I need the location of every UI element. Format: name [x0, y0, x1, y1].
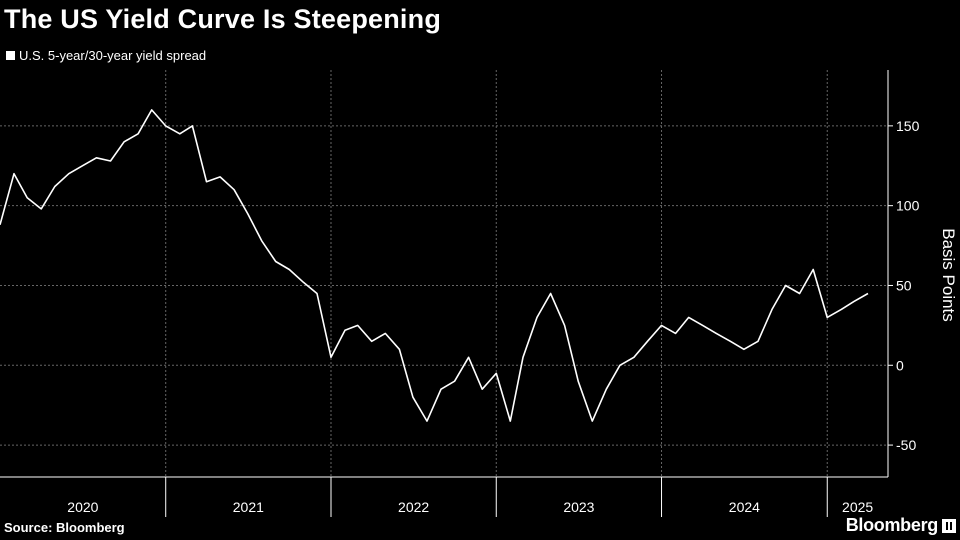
- legend: U.S. 5-year/30-year yield spread: [6, 48, 206, 63]
- series-line: [0, 109, 869, 422]
- x-tick-label: 2022: [398, 499, 429, 515]
- source-note: Source: Bloomberg: [4, 520, 125, 535]
- legend-swatch: [6, 51, 15, 60]
- y-tick-label: 100: [896, 198, 920, 214]
- y-tick-label: -50: [896, 437, 916, 453]
- chart-title: The US Yield Curve Is Steepening: [4, 4, 442, 34]
- brand-logo: Bloomberg: [846, 515, 956, 536]
- brand-name: Bloomberg: [845, 515, 939, 535]
- y-axis: 150 100 50 0 -50: [887, 70, 920, 477]
- x-tick-label: 2020: [67, 499, 98, 515]
- x-tick-label: 2023: [563, 499, 594, 515]
- y-tick-label: 0: [896, 357, 904, 373]
- x-tick-label: 2025: [842, 499, 873, 515]
- x-axis: 2020 2021 2022 2023 2024 2025: [0, 476, 888, 517]
- gridlines: [0, 70, 888, 477]
- bloomberg-icon: [942, 518, 956, 533]
- legend-label: U.S. 5-year/30-year yield spread: [19, 48, 207, 63]
- x-tick-label: 2021: [233, 499, 264, 515]
- y-tick-label: 150: [896, 118, 920, 134]
- series-layer: [0, 109, 869, 422]
- y-axis-label: Basis Points: [939, 228, 958, 322]
- y-tick-label: 50: [896, 277, 912, 293]
- x-tick-label: 2024: [729, 499, 760, 515]
